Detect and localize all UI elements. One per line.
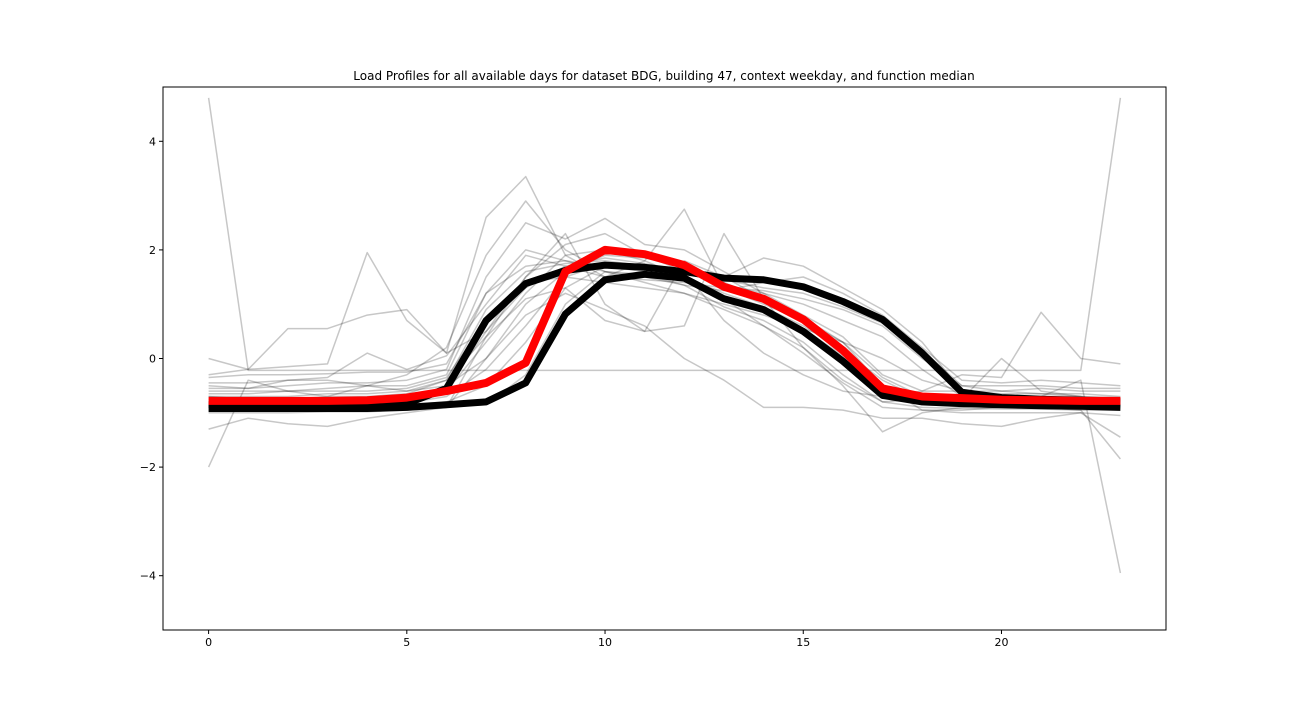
- day-profile-line-7: [208, 292, 1121, 438]
- x-tick-label: 10: [598, 636, 612, 649]
- x-tick-label: 15: [796, 636, 810, 649]
- series-layer: [207, 97, 1122, 574]
- day-profile-line-17: [208, 254, 1121, 390]
- y-tick-label: −2: [140, 461, 156, 474]
- y-tick-label: 0: [149, 353, 156, 366]
- x-tick-label: 5: [403, 636, 410, 649]
- x-axis: 0 5 10 15 20: [205, 630, 1008, 649]
- day-profile-line-20: [208, 249, 1121, 387]
- bold-profile-line-1: [208, 261, 1121, 409]
- x-tick-label: 20: [994, 636, 1008, 649]
- y-tick-label: 2: [149, 244, 156, 257]
- y-axis: 4 2 0 −2 −4: [140, 135, 163, 583]
- bold-profile-line-2: [208, 270, 1121, 412]
- y-tick-label: −4: [140, 570, 156, 583]
- chart-title: Load Profiles for all available days for…: [353, 69, 974, 83]
- y-tick-label: 4: [149, 135, 156, 148]
- day-profile-line-3: [207, 97, 1122, 372]
- x-tick-label: 0: [205, 636, 212, 649]
- median-profile-line: [208, 245, 1121, 405]
